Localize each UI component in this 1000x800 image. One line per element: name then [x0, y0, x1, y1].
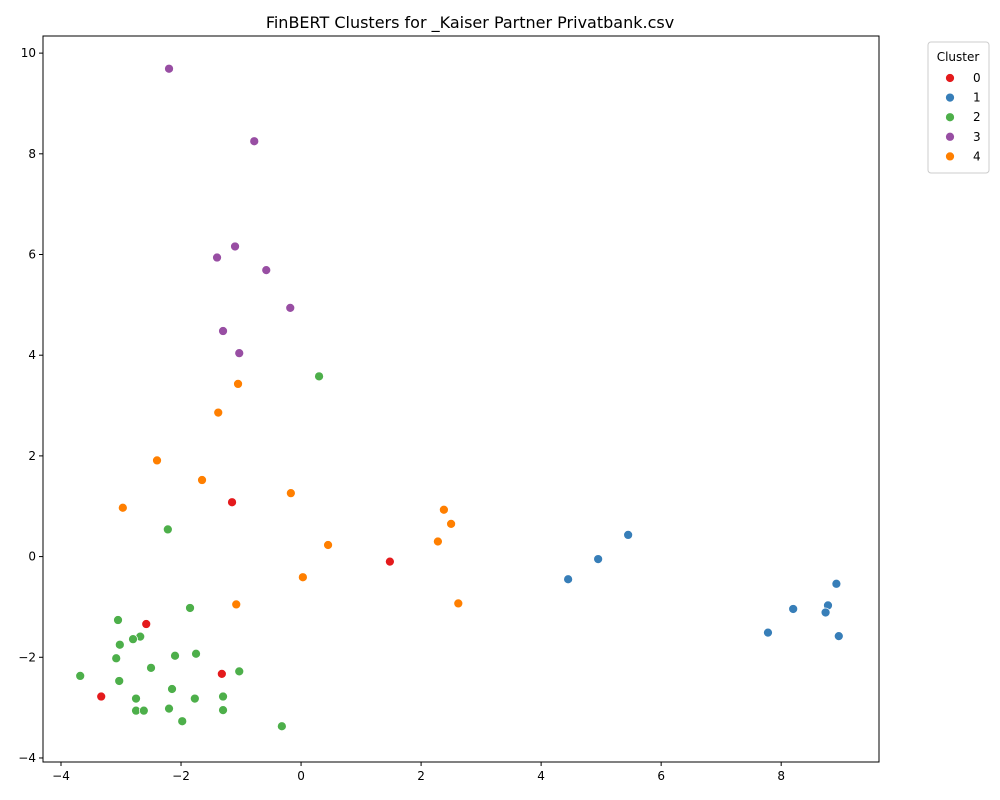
point-cluster-2 — [111, 653, 122, 664]
point-cluster-0 — [96, 691, 107, 702]
point-cluster-4 — [446, 518, 456, 529]
point-cluster-1 — [593, 554, 604, 564]
point-cluster-3 — [261, 265, 272, 275]
point-cluster-2 — [185, 603, 195, 613]
legend-label: 0 — [973, 71, 981, 85]
point-cluster-4 — [213, 407, 224, 418]
point-cluster-2 — [314, 371, 324, 382]
point-cluster-1 — [831, 578, 842, 589]
x-tick-label: −2 — [172, 769, 190, 783]
point-cluster-2 — [218, 691, 228, 702]
point-cluster-0 — [141, 619, 152, 629]
y-tick-label: 2 — [28, 449, 36, 463]
legend: Cluster 0 1 2 3 4 — [927, 41, 990, 174]
point-cluster-1 — [563, 574, 574, 585]
point-cluster-2 — [191, 648, 201, 659]
legend-marker — [945, 151, 955, 162]
point-cluster-2 — [131, 693, 141, 704]
point-cluster-4 — [297, 572, 308, 583]
point-cluster-2 — [138, 705, 149, 716]
x-tick-label: −4 — [52, 769, 70, 783]
point-cluster-1 — [623, 530, 634, 540]
point-cluster-2 — [128, 634, 138, 645]
x-tick-label: 0 — [297, 769, 305, 783]
point-cluster-2 — [113, 615, 123, 625]
legend-marker — [945, 112, 955, 123]
point-cluster-2 — [75, 671, 86, 681]
x-tick-label: 2 — [417, 769, 425, 783]
point-cluster-0 — [385, 556, 395, 567]
point-cluster-0 — [227, 497, 237, 508]
point-cluster-2 — [189, 693, 200, 704]
y-axis: −4 −2 0 2 4 6 8 10 — [18, 46, 43, 765]
legend-label: 1 — [973, 91, 981, 105]
y-tick-label: 10 — [21, 46, 36, 60]
point-cluster-2 — [114, 676, 125, 686]
data-points — [75, 63, 844, 732]
point-cluster-2 — [170, 650, 180, 661]
y-tick-label: 4 — [28, 348, 36, 362]
point-cluster-1 — [763, 627, 773, 638]
point-cluster-2 — [177, 716, 188, 727]
legend-label: 2 — [973, 110, 981, 124]
y-tick-label: −4 — [18, 751, 36, 765]
legend-title: Cluster — [937, 50, 980, 64]
point-cluster-4 — [152, 455, 162, 466]
point-cluster-2 — [146, 662, 156, 673]
point-cluster-2 — [114, 639, 125, 650]
point-cluster-3 — [249, 136, 260, 147]
point-cluster-3 — [218, 326, 228, 336]
x-axis: −4 −2 0 2 4 6 8 — [52, 762, 785, 783]
point-cluster-0 — [216, 669, 227, 679]
point-cluster-2 — [162, 524, 173, 535]
point-cluster-1 — [820, 607, 831, 618]
point-cluster-4 — [285, 488, 296, 499]
y-tick-label: 6 — [28, 248, 36, 262]
point-cluster-3 — [285, 302, 296, 313]
point-cluster-2 — [234, 666, 245, 677]
legend-label: 3 — [973, 130, 981, 144]
chart-title: FinBERT Clusters for _Kaiser Partner Pri… — [266, 13, 674, 33]
point-cluster-4 — [453, 598, 464, 609]
point-cluster-4 — [233, 379, 243, 389]
legend-marker — [945, 73, 955, 83]
point-cluster-2 — [167, 684, 177, 694]
point-cluster-2 — [164, 703, 174, 714]
point-cluster-1 — [833, 631, 844, 642]
point-cluster-3 — [164, 63, 174, 74]
point-cluster-4 — [197, 475, 207, 485]
point-cluster-4 — [231, 599, 242, 610]
legend-label: 4 — [973, 149, 981, 163]
y-tick-label: 0 — [28, 550, 36, 564]
x-tick-label: 4 — [537, 769, 545, 783]
x-tick-label: 8 — [777, 769, 785, 783]
point-cluster-3 — [230, 241, 240, 252]
point-cluster-2 — [218, 705, 228, 716]
point-cluster-3 — [212, 252, 222, 263]
x-tick-label: 6 — [657, 769, 665, 783]
point-cluster-4 — [439, 504, 449, 515]
point-cluster-4 — [117, 502, 128, 513]
point-cluster-4 — [323, 540, 333, 550]
plot-frame — [42, 35, 880, 763]
point-cluster-4 — [433, 536, 443, 547]
legend-marker — [945, 92, 955, 103]
y-tick-label: 8 — [28, 147, 36, 161]
point-cluster-1 — [788, 604, 799, 614]
legend-box — [927, 41, 990, 174]
y-tick-label: −2 — [18, 650, 36, 664]
point-cluster-2 — [276, 721, 287, 732]
point-cluster-3 — [234, 348, 245, 359]
plot-area — [43, 36, 879, 762]
legend-marker — [945, 131, 955, 142]
